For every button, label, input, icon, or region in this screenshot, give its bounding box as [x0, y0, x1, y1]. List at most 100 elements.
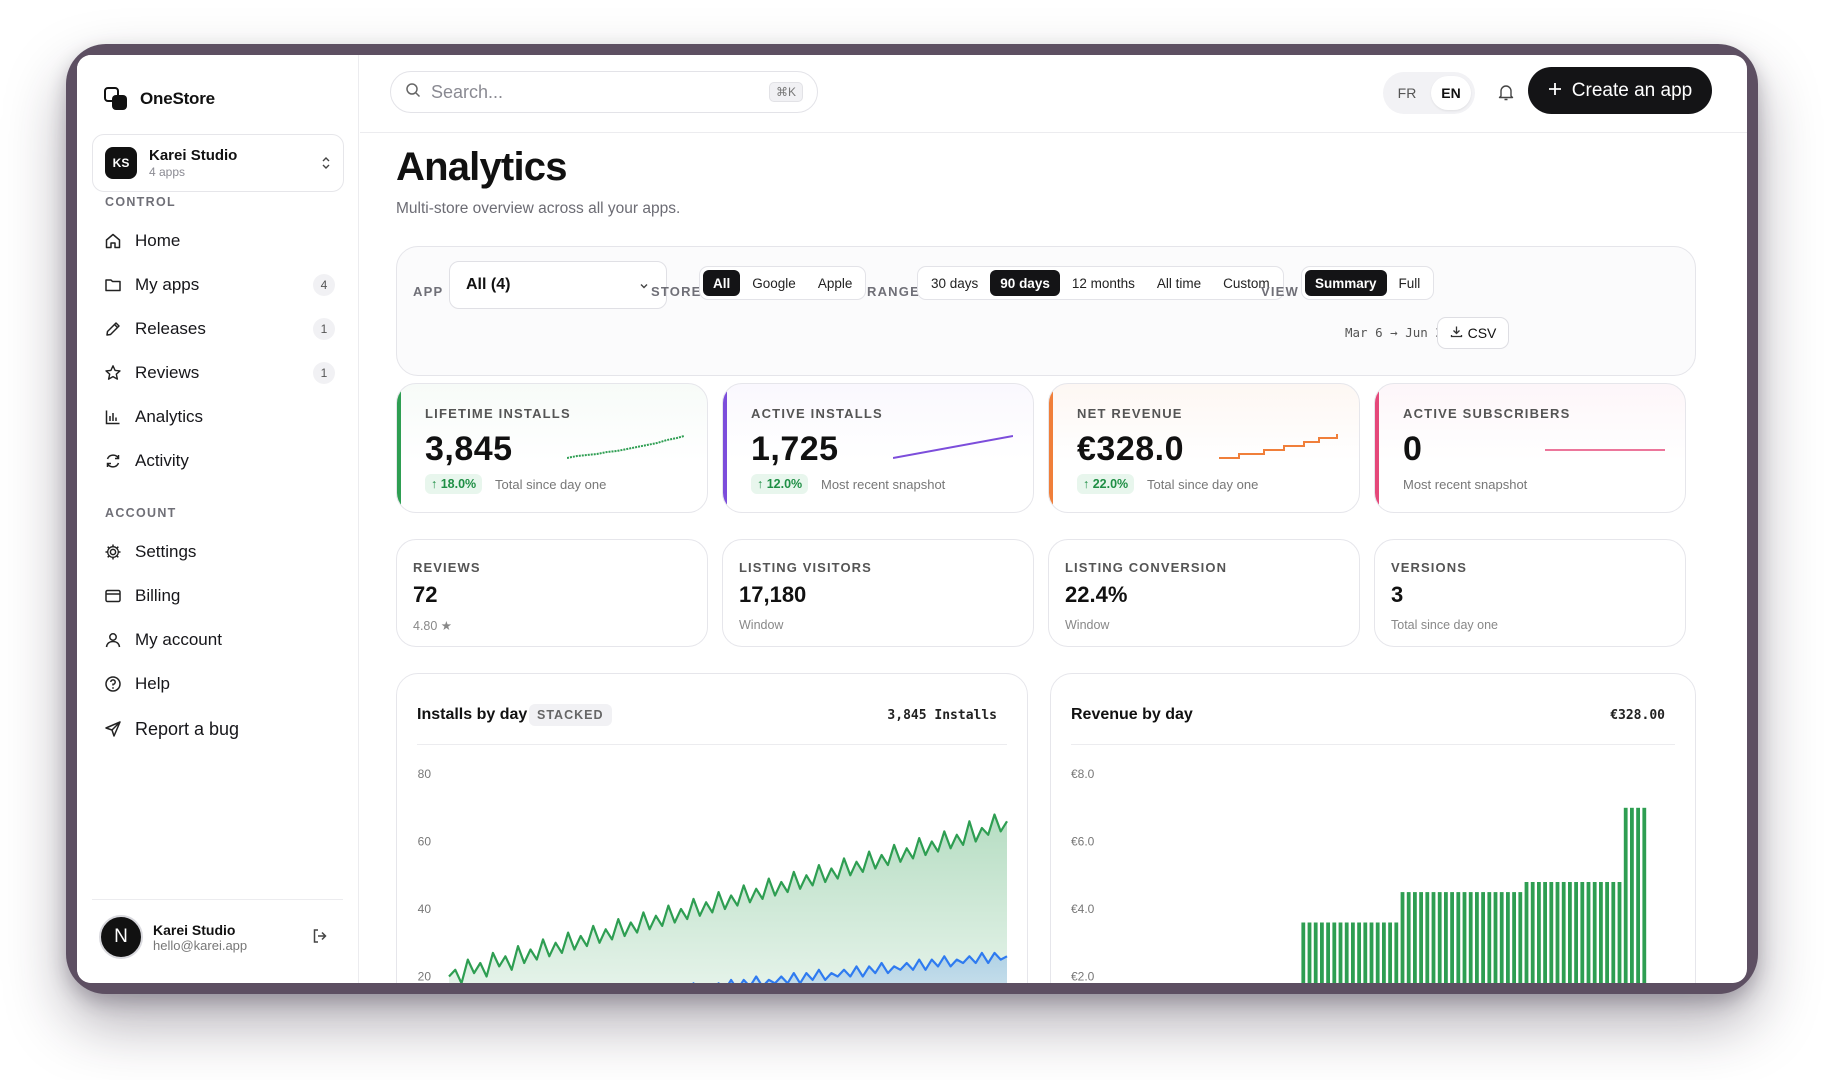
y-tick-label: 80 [418, 767, 432, 781]
search-input[interactable] [431, 81, 751, 103]
bar-top [1605, 882, 1609, 983]
bar-top [1506, 892, 1510, 983]
bar-top [1369, 922, 1374, 983]
stat-label: VERSIONS [1391, 560, 1467, 575]
sidebar-item-billing[interactable]: Billing [103, 578, 335, 614]
sidebar-item-analytics[interactable]: Analytics [103, 399, 335, 435]
bar-top [1338, 922, 1343, 983]
installs-chart-panel: Installs by day STACKED 3,845 Installs 8… [396, 673, 1028, 983]
kpi-sparkline [893, 435, 1013, 459]
kpi-sparkline [1219, 434, 1338, 459]
sidebar-item-my-account[interactable]: My account [103, 622, 335, 658]
sidebar-item-label: Reviews [135, 363, 200, 382]
kpi-note: Total since day one [1147, 477, 1259, 492]
brand[interactable]: OneStore [104, 87, 215, 111]
bar-top [1363, 922, 1368, 983]
chart-total: 3,845 Installs [887, 708, 997, 723]
y-tick-label: €2.0 [1071, 970, 1095, 984]
app-window: OneStore KS Karei Studio 4 apps CONTROL … [77, 55, 1747, 983]
language-fr-button[interactable]: FR [1397, 85, 1417, 101]
bar-top [1456, 892, 1461, 983]
bar-chart-icon [103, 407, 123, 427]
range-option-all-time[interactable]: All time [1156, 275, 1202, 291]
kpi-accent [397, 384, 401, 512]
chart-divider [1071, 744, 1675, 745]
view-option-summary[interactable]: Summary [1305, 270, 1387, 296]
sidebar-item-releases[interactable]: Releases 1 [103, 311, 335, 347]
view-option-full[interactable]: Full [1398, 275, 1421, 291]
installs-chart: 80 60 40 20 [418, 767, 1008, 983]
bar-top [1406, 892, 1411, 983]
star-icon [103, 363, 123, 383]
sidebar-item-label: My account [135, 630, 222, 649]
count-badge: 1 [313, 362, 335, 384]
folder-icon [103, 275, 123, 295]
store-option-apple[interactable]: Apple [817, 275, 853, 291]
bar-top [1555, 882, 1560, 983]
kpi-card-lifetime-installs: LIFETIME INSTALLS 3,845 ↑ 18.0% Total si… [396, 383, 708, 513]
bar-top [1332, 922, 1337, 983]
plus-icon [1548, 80, 1562, 102]
stat-note: Window [739, 618, 784, 632]
refresh-icon [103, 451, 123, 471]
user-profile[interactable]: N Karei Studio hello@karei.app [99, 915, 247, 959]
sidebar-item-my-apps[interactable]: My apps 4 [103, 267, 335, 303]
revenue-chart-panel: Revenue by day €328.00 €8.0 €6.0 €4.0 €2.0 [1050, 673, 1696, 983]
language-en-button[interactable]: EN [1431, 76, 1471, 110]
user-name: Karei Studio [153, 921, 236, 938]
bar-top [1592, 882, 1597, 983]
bar-top [1413, 892, 1417, 983]
range-option-30-days[interactable]: 30 days [931, 275, 979, 291]
create-app-label: Create an app [1571, 79, 1693, 101]
series-line-0 [448, 813, 1008, 983]
bar-top [1642, 807, 1647, 983]
sidebar-item-settings[interactable]: Settings [103, 534, 335, 570]
app-select[interactable]: All (4) [449, 261, 667, 309]
kpi-value: 3,845 [425, 430, 513, 468]
y-tick-label: 40 [418, 902, 432, 916]
bar-top [1636, 807, 1640, 983]
logout-icon[interactable] [311, 927, 331, 947]
app-select-value: All (4) [466, 276, 511, 293]
create-app-button[interactable]: Create an app [1528, 67, 1712, 114]
sidebar-item-report-bug[interactable]: Report a bug [103, 711, 335, 747]
bell-icon[interactable] [1496, 82, 1518, 104]
filter-label-app: APP [413, 284, 444, 299]
stat-label: LISTING VISITORS [739, 560, 872, 575]
bar-top [1475, 892, 1479, 983]
workspace-avatar: KS [105, 147, 137, 179]
range-option-90-days[interactable]: 90 days [990, 270, 1060, 296]
kpi-sparkline [1545, 449, 1665, 451]
csv-export-button[interactable]: CSV [1437, 317, 1509, 349]
range-option-12-months[interactable]: 12 months [1071, 275, 1135, 291]
language-switcher: FR EN [1383, 72, 1475, 114]
sidebar-item-label: My apps [135, 275, 200, 294]
search-box[interactable]: ⌘K [390, 71, 818, 113]
bar-top [1394, 922, 1399, 983]
download-icon [1450, 325, 1463, 341]
bar-top [1301, 922, 1306, 983]
date-range: Mar 6 → Jun 3 [1345, 325, 1443, 340]
bar-top [1561, 882, 1566, 983]
sidebar-item-reviews[interactable]: Reviews 1 [103, 355, 335, 391]
bar-top [1320, 922, 1324, 983]
bar-top [1400, 892, 1405, 983]
bar-top [1549, 882, 1554, 983]
csv-label: CSV [1467, 325, 1497, 341]
range-option-custom[interactable]: Custom [1223, 275, 1270, 291]
sidebar-item-help[interactable]: Help [103, 666, 335, 702]
workspace-switcher[interactable]: KS Karei Studio 4 apps [92, 134, 344, 192]
chart-total: €328.00 [1610, 708, 1665, 723]
store-option-all[interactable]: All [703, 270, 741, 296]
sidebar-item-activity[interactable]: Activity [103, 443, 335, 479]
bar-top [1617, 882, 1622, 983]
sidebar-divider [92, 899, 343, 900]
store-option-google[interactable]: Google [752, 275, 796, 291]
page-title: Analytics [396, 145, 567, 189]
sidebar-item-label: Settings [135, 542, 197, 561]
kpi-accent [723, 384, 727, 512]
bar-top [1623, 807, 1628, 983]
chevron-down-icon [638, 279, 650, 291]
sidebar-item-home[interactable]: Home [103, 223, 335, 259]
kpi-card-net-revenue: NET REVENUE €328.0 ↑ 22.0% Total since d… [1048, 383, 1360, 513]
